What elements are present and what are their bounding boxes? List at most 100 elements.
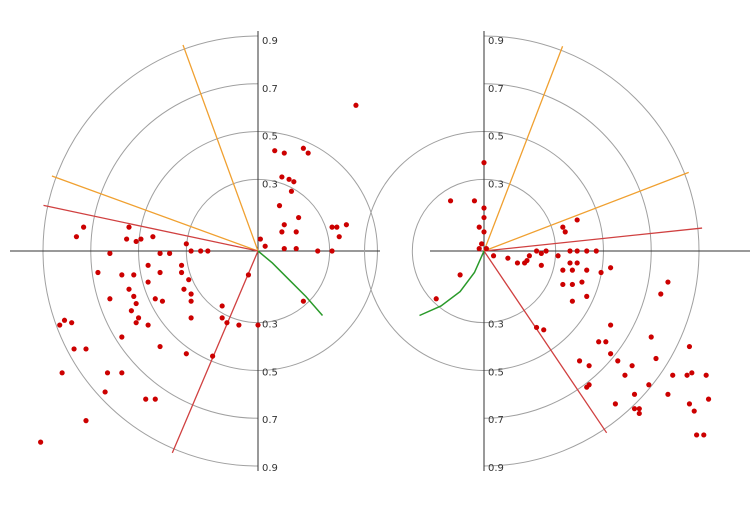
point [631, 406, 638, 412]
point [143, 396, 149, 402]
point [152, 296, 158, 302]
point [83, 418, 89, 424]
point [329, 248, 335, 254]
point [538, 262, 544, 268]
point [653, 355, 659, 362]
point [336, 234, 342, 240]
point [198, 248, 204, 254]
point [279, 229, 285, 235]
curve [257, 250, 324, 316]
point [272, 148, 278, 154]
point [300, 298, 306, 304]
point [73, 234, 80, 240]
point [670, 372, 676, 378]
point [315, 248, 321, 254]
point [131, 293, 137, 299]
point [279, 174, 285, 180]
point [490, 253, 497, 259]
r-tick-label: 0.7 [262, 84, 278, 95]
ray [483, 171, 689, 252]
point [210, 353, 216, 359]
point [300, 145, 306, 151]
point [598, 269, 604, 276]
point [124, 236, 130, 242]
point [245, 272, 252, 278]
r-tick-label: 0.9 [262, 463, 278, 474]
point [457, 272, 463, 278]
point [69, 320, 75, 326]
point [219, 315, 225, 321]
point [560, 281, 566, 288]
point [691, 408, 697, 414]
point [138, 236, 144, 242]
point [526, 253, 532, 259]
point [71, 346, 77, 352]
point [119, 370, 125, 376]
point [157, 343, 163, 350]
point [305, 150, 311, 156]
point [343, 222, 349, 228]
point [178, 269, 185, 276]
point [481, 205, 487, 211]
point [293, 246, 299, 252]
point [584, 384, 590, 390]
point [560, 267, 566, 273]
point [219, 303, 225, 309]
point [684, 372, 690, 378]
r-tick-label: 0.5 [262, 132, 278, 143]
point [569, 281, 575, 288]
r-tick-label: 0.3 [262, 320, 278, 331]
point [689, 370, 695, 376]
point [701, 432, 707, 438]
point [188, 291, 194, 297]
r-tick-label: 0.9 [488, 36, 504, 47]
point [555, 253, 561, 259]
point [505, 255, 511, 261]
ray [483, 227, 703, 252]
point [646, 382, 652, 388]
point [514, 260, 521, 266]
point [631, 391, 638, 397]
ray [483, 250, 608, 434]
point [296, 214, 302, 221]
point [236, 322, 242, 328]
point [145, 322, 151, 328]
r-tick-label: 0.5 [262, 367, 278, 378]
r-tick-label: 0.9 [262, 36, 278, 47]
r-tick-label: 0.3 [488, 179, 504, 190]
point [567, 260, 573, 266]
point [579, 279, 585, 285]
point [61, 317, 68, 323]
point [584, 267, 590, 273]
point [128, 308, 134, 314]
point [38, 439, 44, 445]
point [262, 243, 268, 249]
point [145, 279, 151, 285]
point [150, 234, 156, 240]
point [481, 160, 487, 166]
point [131, 272, 137, 278]
point [126, 224, 132, 230]
point [126, 286, 132, 292]
point [353, 102, 359, 108]
point [291, 179, 297, 185]
point [181, 286, 187, 292]
point [608, 265, 614, 271]
curve [419, 250, 485, 317]
point [159, 298, 166, 304]
point [447, 198, 454, 204]
point [584, 248, 590, 254]
point [183, 351, 189, 357]
point [119, 272, 125, 278]
point [665, 279, 671, 285]
point [694, 432, 700, 438]
point [104, 370, 111, 376]
point [224, 320, 230, 326]
point [188, 315, 194, 321]
point [608, 351, 614, 357]
point [157, 250, 163, 256]
point [329, 224, 335, 230]
r-tick-label: 0.9 [488, 463, 504, 474]
point [562, 229, 568, 235]
